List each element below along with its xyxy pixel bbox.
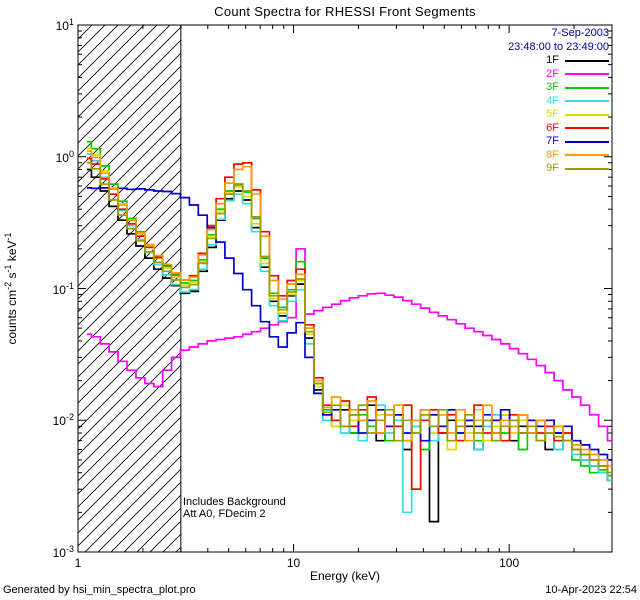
legend-time-range: 23:48:00 to 23:49:00	[508, 40, 609, 53]
legend: 7-Sep-2003 23:48:00 to 23:49:00 1F 2F 3F 4F…	[508, 27, 609, 176]
legend-label-5F: 5F	[546, 108, 559, 120]
y-tick-label: 10-1	[52, 280, 74, 297]
x-tick-label: 1	[74, 556, 82, 570]
annotation-includes-background: Includes Background	[183, 496, 286, 508]
x-axis-title: Energy (keV)	[309, 569, 381, 583]
x-tick-label: 10	[286, 556, 301, 570]
legend-line-swatch	[565, 140, 609, 143]
legend-line-swatch	[565, 86, 609, 89]
legend-line-swatch	[565, 167, 609, 170]
plot-border	[77, 24, 613, 553]
legend-label-6F: 6F	[546, 121, 559, 134]
x-tick-label: 100	[499, 556, 520, 570]
legend-item-8F: 8F	[508, 149, 609, 163]
legend-line-swatch	[565, 127, 609, 130]
legend-line-swatch	[565, 113, 609, 116]
annotation-attenuator-state: Att A0, FDecim 2	[183, 508, 266, 520]
y-axis-title: counts cm-2 s-1 keV-1	[3, 232, 19, 344]
legend-item-6F: 6F	[508, 122, 609, 136]
legend-label-4F: 4F	[546, 94, 559, 107]
legend-item-9F: 9F	[508, 162, 609, 176]
legend-label-9F: 9F	[546, 162, 559, 174]
legend-label-3F: 3F	[546, 81, 559, 93]
legend-label-8F: 8F	[546, 148, 559, 161]
hatched-low-energy-region	[78, 25, 181, 552]
chart-title: Count Spectra for RHESSI Front Segments	[214, 4, 476, 19]
legend-label-2F: 2F	[546, 67, 559, 80]
y-tick-label: 10-3	[52, 544, 74, 560]
legend-item-4F: 4F	[508, 95, 609, 109]
legend-line-swatch	[565, 154, 609, 157]
series-9F-curve	[86, 161, 612, 474]
legend-item-1F: 1F	[508, 54, 609, 68]
footer-timestamp: 10-Apr-2023 22:54	[545, 584, 637, 596]
y-tick-label: 100	[55, 148, 74, 165]
y-tick-label: 101	[55, 17, 74, 33]
legend-item-2F: 2F	[508, 68, 609, 82]
legend-label-7F: 7F	[546, 135, 559, 147]
legend-item-7F: 7F	[508, 135, 609, 149]
legend-item-3F: 3F	[508, 81, 609, 95]
series-2F-curve	[86, 247, 612, 442]
legend-line-swatch	[565, 100, 609, 103]
y-tick-label: 10-2	[52, 412, 74, 429]
footer-generator-label: Generated by hsi_min_spectra_plot.pro	[3, 584, 196, 596]
legend-item-5F: 5F	[508, 108, 609, 122]
legend-label-1F: 1F	[546, 54, 559, 66]
legend-line-swatch	[565, 59, 609, 62]
legend-date: 7-Sep-2003	[551, 27, 610, 39]
legend-line-swatch	[565, 73, 609, 76]
legend-entries: 1F 2F 3F 4F 5F 6F 7F 8F 9F	[508, 54, 609, 176]
